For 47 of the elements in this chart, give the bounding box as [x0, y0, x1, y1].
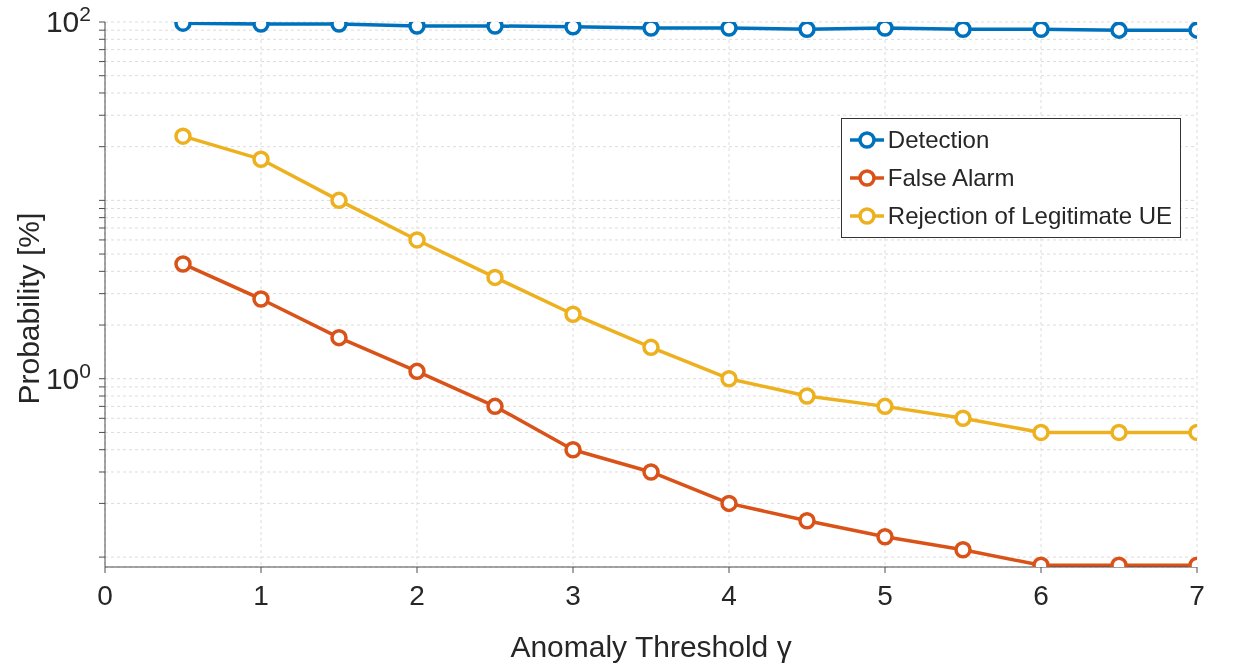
point [564, 440, 582, 459]
point [252, 150, 270, 169]
y-tick-label: 10$^{2}$ [45, 1, 91, 38]
point [174, 127, 192, 145]
legend-label: Rejection of Legitimate UE [887, 201, 1172, 231]
point [642, 338, 660, 357]
point [1032, 423, 1050, 442]
point [174, 255, 192, 273]
point [330, 328, 348, 347]
x-axis-title: Anomaly Threshold γ [510, 630, 792, 663]
point [408, 362, 426, 381]
point [954, 540, 972, 559]
point [954, 409, 972, 428]
point [720, 494, 738, 513]
point [1110, 423, 1128, 442]
point [876, 397, 894, 416]
point [486, 268, 504, 287]
y-tick-label: 10$^{0}$ [45, 358, 91, 395]
point [330, 191, 348, 210]
x-tick-label: 0 [97, 580, 113, 611]
point [642, 22, 660, 37]
point [720, 22, 738, 37]
point [1032, 22, 1050, 39]
point [1110, 22, 1128, 39]
x-tick-label: 3 [565, 580, 581, 611]
x-tick-label: 1 [253, 580, 269, 611]
point [564, 22, 582, 36]
point [252, 290, 270, 308]
x-tick-label: 2 [409, 580, 425, 611]
point [798, 511, 816, 530]
legend-label: Detection [887, 125, 990, 155]
x-tick-label: 6 [1033, 580, 1049, 611]
point [876, 528, 894, 546]
point [642, 463, 660, 481]
point [876, 22, 894, 37]
point [486, 397, 504, 416]
y-axis-title: Probability [%] [11, 212, 45, 405]
x-tick-label: 4 [721, 580, 737, 611]
legend-label: False Alarm [887, 163, 1015, 193]
x-tick-label: 7 [1189, 580, 1205, 611]
point [720, 369, 738, 388]
point [954, 22, 972, 39]
point [564, 305, 582, 323]
point [798, 22, 816, 39]
point [408, 231, 426, 249]
point [798, 387, 816, 405]
x-tick-label: 5 [877, 580, 893, 611]
